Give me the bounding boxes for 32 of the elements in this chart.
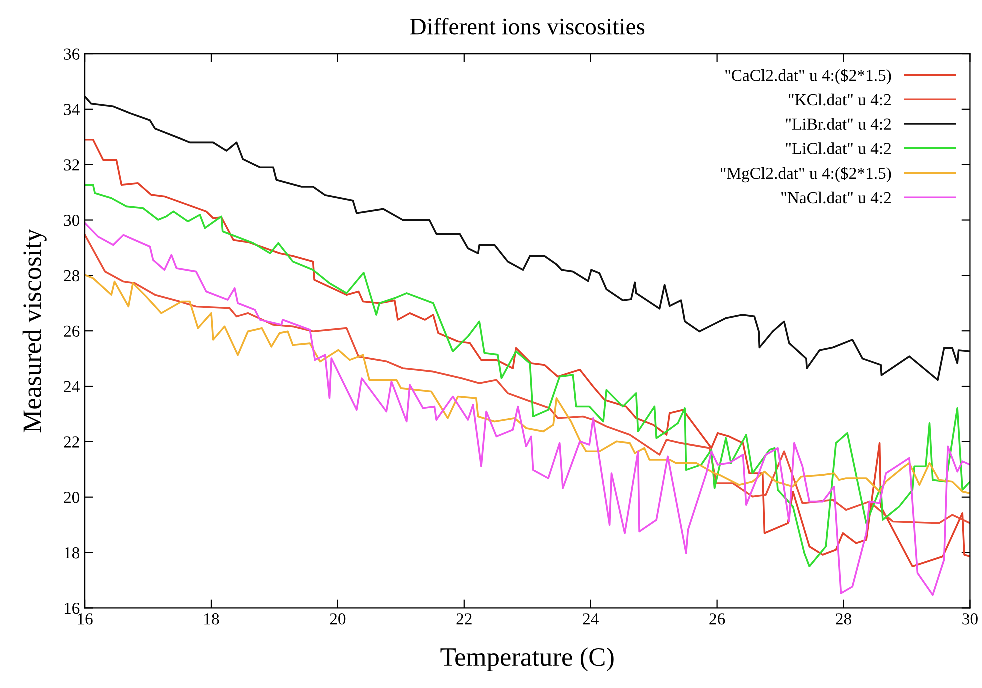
x-tick-label: 24 bbox=[583, 614, 599, 625]
line-series bbox=[85, 96, 970, 382]
x-tick-label: 26 bbox=[710, 614, 726, 625]
x-tick-label: 28 bbox=[836, 614, 852, 625]
y-tick-label: 16 bbox=[64, 602, 80, 614]
y-tick-label: 18 bbox=[64, 547, 80, 559]
y-tick-label: 22 bbox=[64, 436, 80, 448]
line-series bbox=[85, 234, 970, 524]
y-tick-label: 36 bbox=[64, 48, 80, 60]
y-tick-label: 34 bbox=[64, 104, 80, 116]
chart-title: Different ions viscosities bbox=[410, 18, 645, 35]
line-series bbox=[85, 222, 970, 596]
legend-label: "LiBr.dat" u 4:2 bbox=[786, 118, 891, 130]
x-tick-label: 16 bbox=[78, 614, 93, 625]
y-axis-title: Measured viscosity bbox=[22, 228, 47, 433]
y-tick-label: 28 bbox=[64, 270, 80, 282]
legend-label: "NaCl.dat" u 4:2 bbox=[782, 192, 891, 204]
y-tick-label: 26 bbox=[64, 326, 80, 338]
x-tick-label: 18 bbox=[204, 614, 220, 625]
x-tick-label: 30 bbox=[962, 614, 978, 625]
x-tick-label: 20 bbox=[330, 614, 346, 625]
line-series bbox=[85, 274, 970, 494]
y-tick-label: 20 bbox=[64, 492, 80, 504]
legend-label: "KCl.dat" u 4:2 bbox=[789, 94, 891, 106]
y-tick-label: 24 bbox=[64, 381, 80, 392]
x-axis-title: Temperature (C) bbox=[440, 648, 614, 672]
y-tick-label: 32 bbox=[64, 160, 80, 171]
legend-label: "MgCl2.dat" u 4:($2*1.5) bbox=[720, 166, 892, 183]
x-tick-label: 22 bbox=[456, 614, 472, 625]
y-tick-label: 30 bbox=[64, 214, 80, 226]
legend-label: "LiCl.dat" u 4:2 bbox=[786, 142, 891, 154]
legend-label: "CaCl2.dat" u 4:($2*1.5) bbox=[726, 69, 892, 85]
